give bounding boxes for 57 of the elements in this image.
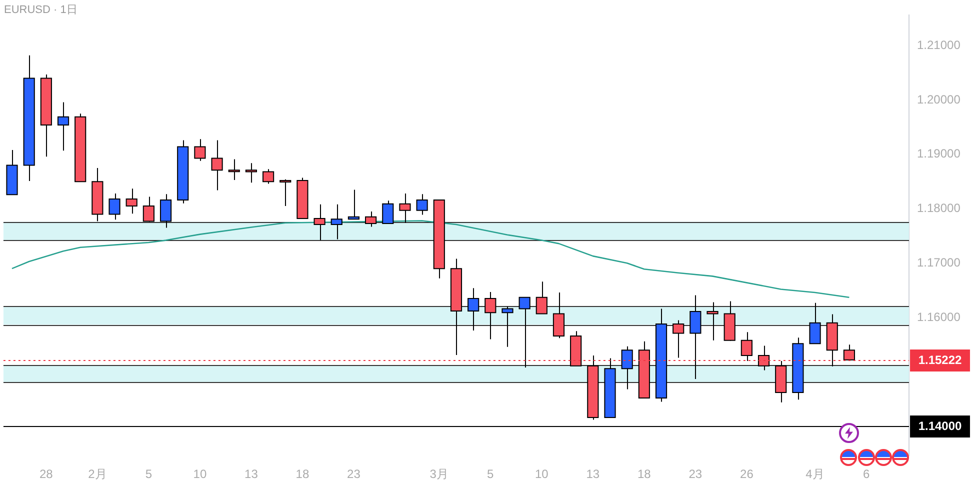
x-tick-label: 6 xyxy=(862,467,870,482)
candlestick xyxy=(348,189,360,220)
x-tick-label: 26 xyxy=(740,467,754,482)
candlestick xyxy=(314,204,326,241)
candlestick xyxy=(228,158,240,180)
candlestick xyxy=(518,296,530,368)
x-tick-label: 23 xyxy=(347,467,361,482)
candlestick xyxy=(468,288,480,332)
candlestick xyxy=(536,281,548,314)
chart-title: EURUSD · 1日 xyxy=(4,3,78,17)
candlestick xyxy=(758,345,770,371)
x-tick-label: 10 xyxy=(193,467,207,482)
candlestick xyxy=(365,210,377,228)
y-tick-label: 1.18000 xyxy=(917,201,961,216)
candlestick xyxy=(706,302,718,341)
candlestick xyxy=(690,294,702,380)
y-tick-label: 1.19000 xyxy=(917,146,961,161)
y-tick-label: 1.21000 xyxy=(917,38,961,52)
candlestick xyxy=(809,302,821,344)
x-tick-label: 3月 xyxy=(430,467,448,482)
x-tick-label: 28 xyxy=(39,467,54,482)
candlestick xyxy=(330,204,342,240)
ref-line-label: 1.15222 xyxy=(918,352,962,367)
x-tick-label: 2月 xyxy=(88,467,107,482)
y-tick-label: 1.20000 xyxy=(917,92,961,106)
ref-line-label: 1.14000 xyxy=(918,418,962,433)
candlestick xyxy=(211,140,223,191)
x-tick-label: 4月 xyxy=(806,467,824,482)
x-tick-label: 23 xyxy=(688,467,702,482)
candlestick xyxy=(280,178,292,207)
candlestick xyxy=(108,193,120,220)
candlestick xyxy=(262,168,274,184)
candlestick xyxy=(843,344,855,361)
candlestick xyxy=(484,291,496,340)
x-tick-label: 18 xyxy=(637,467,652,482)
candlestick xyxy=(672,320,684,358)
x-tick-label: 5 xyxy=(487,467,494,482)
candlestick xyxy=(552,292,565,339)
candlestick xyxy=(416,194,428,216)
candlestick xyxy=(382,200,394,224)
x-tick-label: 5 xyxy=(145,467,152,482)
candlestick xyxy=(502,306,514,348)
candlestick xyxy=(126,188,138,214)
candlestick xyxy=(740,332,752,362)
candlestick xyxy=(245,162,257,184)
candlestick xyxy=(142,196,154,222)
candlestick xyxy=(621,346,633,390)
x-tick-label: 13 xyxy=(244,467,258,482)
candlestick xyxy=(194,138,206,162)
x-tick-label: 13 xyxy=(586,467,600,482)
candlestick xyxy=(160,194,172,228)
candlestick xyxy=(57,102,70,152)
y-tick-label: 1.17000 xyxy=(917,255,961,270)
candlestick xyxy=(399,193,411,224)
x-tick-label: 10 xyxy=(534,467,549,482)
x-tick-label: 18 xyxy=(296,467,310,482)
y-tick-label: 1.16000 xyxy=(917,310,961,324)
